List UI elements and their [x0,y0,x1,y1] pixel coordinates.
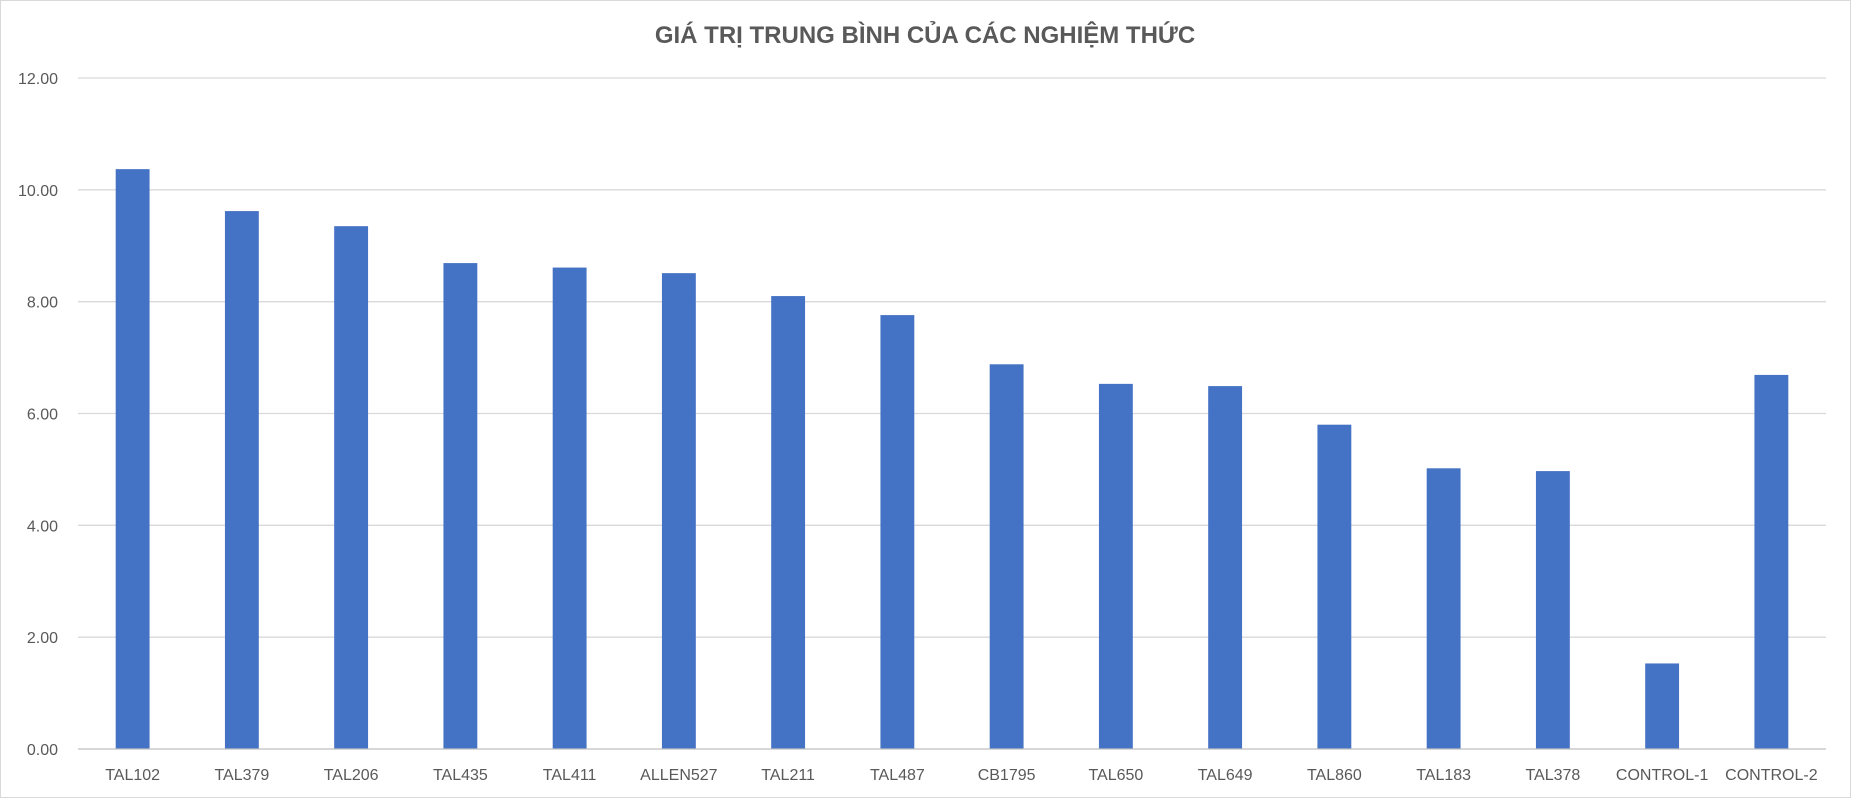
x-tick-label: CB1795 [978,767,1036,784]
x-tick-label: TAL649 [1198,767,1253,784]
x-axis-tick-labels: TAL102 TAL379 TAL206 TAL435 TAL411 ALLEN527 TA… [105,767,1818,784]
x-tick-label: TAL206 [324,767,379,784]
x-tick-label: TAL435 [433,767,488,784]
y-tick-label: 0.00 [27,742,58,759]
bar-tal650 [1098,383,1133,749]
x-tick-label: TAL487 [870,767,925,784]
bar-tal206 [334,226,369,749]
y-tick-label: 12.00 [18,71,58,88]
gridlines [78,77,1826,638]
bar-tal860 [1317,424,1352,749]
x-tick-label: TAL183 [1416,767,1471,784]
x-tick-label: TAL379 [214,767,269,784]
bar-tal487 [880,315,915,749]
y-axis-tick-labels: 0.00 2.00 4.00 6.00 8.00 10.00 12.00 [18,71,58,759]
bars [115,169,1789,749]
y-tick-label: 8.00 [27,295,58,312]
x-tick-label: TAL860 [1307,767,1362,784]
y-tick-label: 2.00 [27,630,58,647]
bar-tal435 [443,263,478,749]
bar-control-1 [1645,663,1680,749]
chart-title: GIÁ TRỊ TRUNG BÌNH CỦA CÁC NGHIỆM THỨC [655,20,1195,49]
x-tick-label: CONTROL-1 [1616,767,1709,784]
bar-tal102 [115,169,150,749]
bar-allen527 [661,273,696,749]
bar-tal379 [224,211,259,749]
x-tick-label: TAL411 [543,767,597,784]
y-tick-label: 6.00 [27,407,58,424]
x-tick-label: CONTROL-2 [1725,767,1818,784]
bar-cb1795 [989,364,1024,749]
bar-tal378 [1535,471,1570,749]
x-tick-label: TAL378 [1525,767,1580,784]
bar-control-2 [1754,374,1789,749]
bar-tal183 [1426,468,1461,749]
y-tick-label: 10.00 [18,183,58,200]
x-tick-label: TAL102 [105,767,160,784]
x-tick-label: ALLEN527 [640,767,717,784]
bar-tal649 [1208,386,1243,749]
x-tick-label: TAL211 [761,767,815,784]
x-tick-label: TAL650 [1088,767,1143,784]
y-tick-label: 4.00 [27,518,58,535]
bar-tal211 [771,296,806,749]
bar-tal411 [552,267,587,749]
